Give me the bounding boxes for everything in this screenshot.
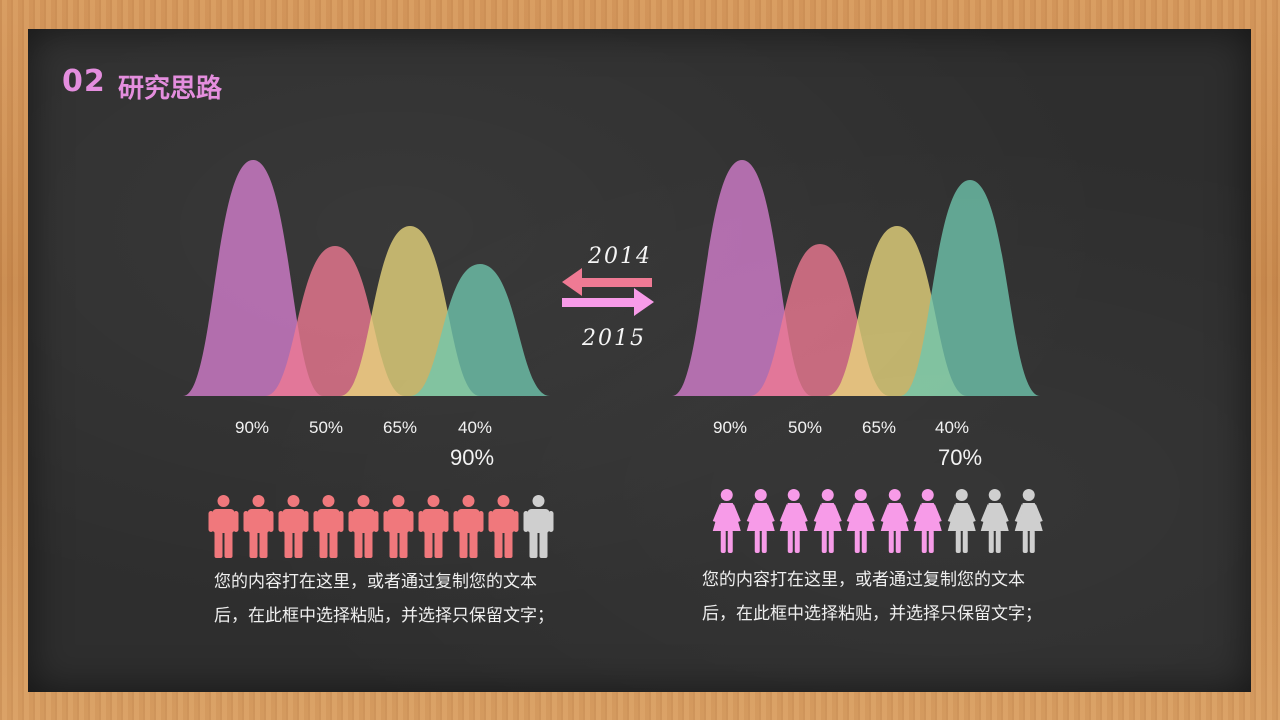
woman-icon [777,488,811,554]
woman-icon [744,488,778,554]
woman-icon [978,488,1012,554]
man-icon [206,494,241,558]
woman-icon [911,488,945,554]
man-icon [486,494,521,558]
chart-left [183,160,550,396]
chart-left-label-2: 50% [308,418,344,437]
man-icon [416,494,451,558]
people-women-row [710,488,1045,554]
chart-right-area-1 [672,160,812,396]
chart-left-label-1: 90% [234,418,270,437]
chart-left-area-1 [183,160,323,396]
man-icon [241,494,276,558]
chart-right [672,160,1040,396]
chart-left-label-3: 65% [382,418,418,437]
man-icon [311,494,346,558]
arrow-right-icon [562,288,654,316]
man-icon [451,494,486,558]
chart-left-label-4: 40% [457,418,493,437]
man-icon [346,494,381,558]
woman-icon [710,488,744,554]
description-left-line2: 后，在此框中选择粘贴，并选择只保留文字； [214,606,554,626]
chart-right-label-3: 65% [861,418,897,437]
arrow-left-icon [562,268,652,296]
year-2014-label: 2014 [588,244,652,269]
woman-icon [811,488,845,554]
people-men-row [206,494,556,558]
year-2015-label: 2015 [582,326,646,351]
chart-right-label-4: 40% [934,418,970,437]
chart-right-total: 70% [937,445,983,470]
description-right: 您的内容打在这里，或者通过复制您的文本 后，在此框中选择粘贴，并选择只保留文字； [702,563,1092,631]
description-left: 您的内容打在这里，或者通过复制您的文本 后，在此框中选择粘贴，并选择只保留文字； [214,565,604,633]
woman-icon [844,488,878,554]
chart-right-area-4 [900,180,1040,396]
description-right-line2: 后，在此框中选择粘贴，并选择只保留文字； [702,604,1042,624]
chart-left-total: 90% [449,445,495,470]
man-icon [381,494,416,558]
woman-icon [945,488,979,554]
page-title: 研究思路 [118,74,223,104]
woman-icon [878,488,912,554]
description-left-line1: 您的内容打在这里，或者通过复制您的文本 [214,572,537,592]
woman-icon [1012,488,1046,554]
chart-right-label-1: 90% [712,418,748,437]
man-icon [521,494,556,558]
section-number: 02 [62,64,106,99]
man-icon [276,494,311,558]
chart-right-label-2: 50% [787,418,823,437]
description-right-line1: 您的内容打在这里，或者通过复制您的文本 [702,570,1025,590]
chart-left-area-4 [410,264,550,396]
